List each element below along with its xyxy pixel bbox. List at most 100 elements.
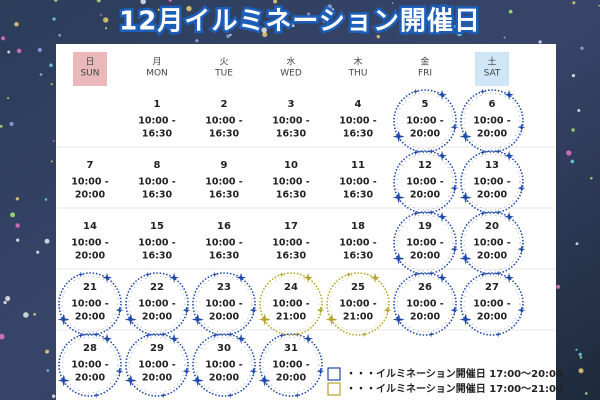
ring-inner (128, 275, 186, 333)
light (291, 24, 295, 28)
open-time: 10:00 - (272, 299, 310, 310)
day-number: 16 (217, 221, 231, 232)
close-time: 20:00 (410, 129, 441, 140)
light (578, 352, 582, 357)
close-time: 20:00 (477, 312, 508, 323)
open-time: 10:00 - (339, 238, 377, 249)
illumination-ring (258, 332, 325, 399)
day-number: 6 (489, 99, 496, 110)
ring-star (258, 313, 271, 326)
day-number: 31 (284, 343, 298, 354)
ring-star (227, 392, 234, 399)
ring-star (517, 123, 526, 132)
close-time: 21:00 (343, 312, 374, 323)
ring-star (249, 367, 258, 376)
open-time: 10:00 - (272, 238, 310, 249)
close-time: 20:00 (142, 312, 173, 323)
light (104, 27, 108, 30)
ring-star (182, 367, 191, 376)
open-time: 10:00 - (272, 360, 310, 371)
ring-star (102, 333, 112, 344)
open-time: 10:00 - (138, 238, 176, 249)
close-time: 21:00 (276, 312, 307, 323)
legend-swatch (327, 367, 341, 381)
open-time: 10:00 - (205, 177, 243, 188)
open-time: 10:00 - (138, 299, 176, 310)
close-time: 20:00 (477, 251, 508, 262)
light (33, 312, 37, 316)
close-time: 20:00 (410, 312, 441, 323)
ring-star (459, 130, 472, 143)
day-number: 1 (154, 99, 161, 110)
illumination-ring (57, 332, 124, 399)
weekday-jp: 火 (219, 57, 228, 68)
ring-outline (192, 272, 256, 336)
ring-outline (460, 89, 524, 153)
illumination-ring (124, 332, 191, 399)
light (226, 34, 230, 39)
close-time: 20:00 (410, 251, 441, 262)
light (575, 242, 579, 246)
ring-star (504, 272, 514, 283)
close-time: 16:30 (276, 251, 307, 262)
close-time: 20:00 (276, 373, 307, 384)
light (140, 0, 146, 5)
light (168, 0, 172, 2)
weekday-highlight (475, 52, 509, 86)
ring-outline (393, 150, 457, 214)
light (186, 5, 192, 12)
light (431, 19, 435, 23)
weekday-jp: 土 (487, 56, 496, 68)
ring-star (517, 184, 526, 193)
ring-outline (460, 150, 524, 214)
ring-inner (396, 92, 454, 150)
light (37, 47, 42, 53)
open-time: 10:00 - (205, 360, 243, 371)
light (50, 83, 53, 86)
ring-inner (262, 336, 320, 394)
open-time: 10:00 - (272, 116, 310, 127)
light (51, 394, 56, 398)
open-time: 10:00 - (138, 360, 176, 371)
light (331, 8, 335, 12)
close-time: 20:00 (209, 373, 240, 384)
ring-star (211, 271, 218, 278)
close-time: 20:00 (75, 190, 106, 201)
light (7, 50, 11, 54)
calendar-panel (56, 44, 556, 400)
day-number: 7 (87, 160, 94, 171)
ring-star (459, 191, 472, 204)
ring-star (459, 252, 472, 265)
ring-inner (329, 275, 387, 333)
day-number: 9 (221, 160, 228, 171)
ring-inner (463, 92, 521, 150)
ring-star (412, 271, 419, 278)
light (5, 296, 11, 302)
open-time: 10:00 - (339, 299, 377, 310)
ring-star (412, 210, 419, 217)
ring-star (392, 252, 405, 265)
close-time: 20:00 (75, 312, 106, 323)
light (194, 21, 197, 25)
ring-star (191, 374, 204, 387)
light (578, 368, 584, 374)
light (571, 128, 575, 132)
open-time: 10:00 - (339, 116, 377, 127)
light (566, 150, 572, 156)
light (376, 34, 380, 39)
day-number: 18 (351, 221, 365, 232)
light (456, 30, 463, 37)
ring-star (370, 272, 381, 283)
light (556, 284, 561, 289)
ring-inner (195, 336, 253, 394)
light (49, 63, 53, 68)
weekday-jp: 木 (353, 56, 362, 68)
day-number: 26 (418, 282, 432, 293)
ring-star (102, 272, 112, 283)
open-time: 10:00 - (406, 299, 444, 310)
ring-star (303, 333, 314, 344)
ring-outline (125, 272, 189, 336)
ring-inner (262, 275, 320, 333)
